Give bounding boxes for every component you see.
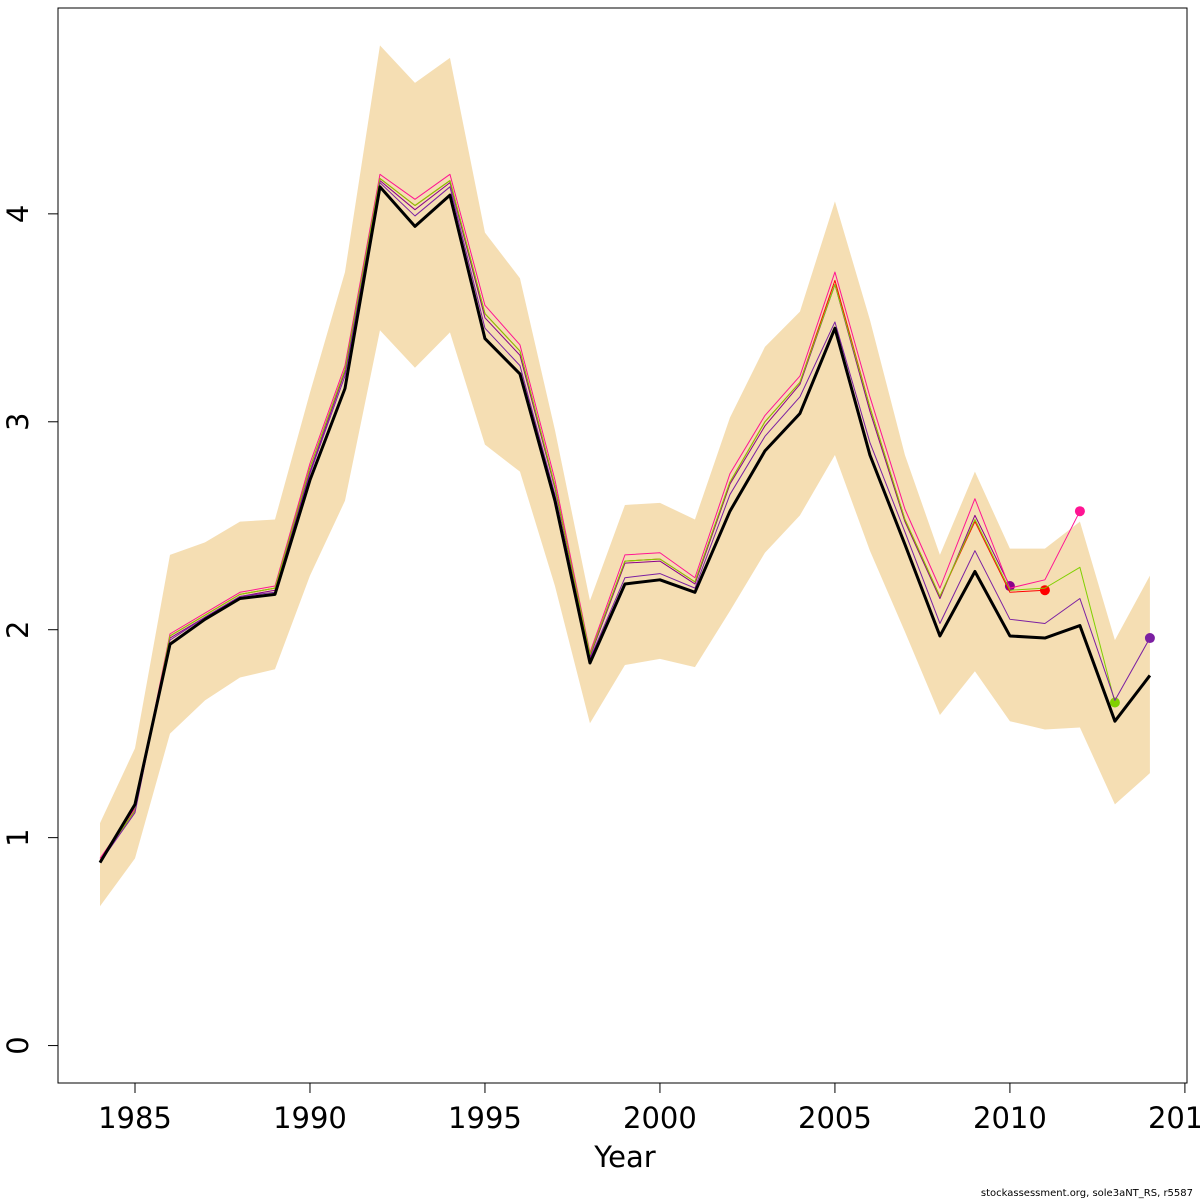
x-tick-label: 2010 — [973, 1101, 1047, 1135]
y-tick-label: 1 — [1, 828, 35, 846]
confidence-band — [99, 45, 1150, 907]
x-tick-label: 2000 — [623, 1101, 697, 1135]
x-tick-label: 1990 — [273, 1101, 347, 1135]
footer: stockassessment.org, sole3aNT_RS, r5587 — [981, 1188, 1193, 1199]
y-tick-label: 4 — [1, 205, 35, 223]
end-point — [1004, 581, 1015, 592]
end-point — [1144, 633, 1155, 644]
y-tick-label: 2 — [1, 620, 35, 638]
x-tick-label: 1985 — [98, 1101, 172, 1135]
series-line — [99, 173, 1081, 859]
y-tick-label: 0 — [1, 1036, 35, 1054]
x-tick-label: 1995 — [448, 1101, 522, 1135]
end-point — [1109, 697, 1120, 708]
x-axis-label: Year — [593, 1140, 655, 1174]
end-point — [1074, 506, 1085, 517]
x-tick-label: 2015 — [1148, 1101, 1200, 1135]
series-line — [98, 185, 1152, 864]
x-tick-label: 2005 — [798, 1101, 872, 1135]
y-tick-label: 3 — [1, 413, 35, 431]
end-point — [1039, 585, 1050, 596]
series-line — [99, 178, 1116, 861]
